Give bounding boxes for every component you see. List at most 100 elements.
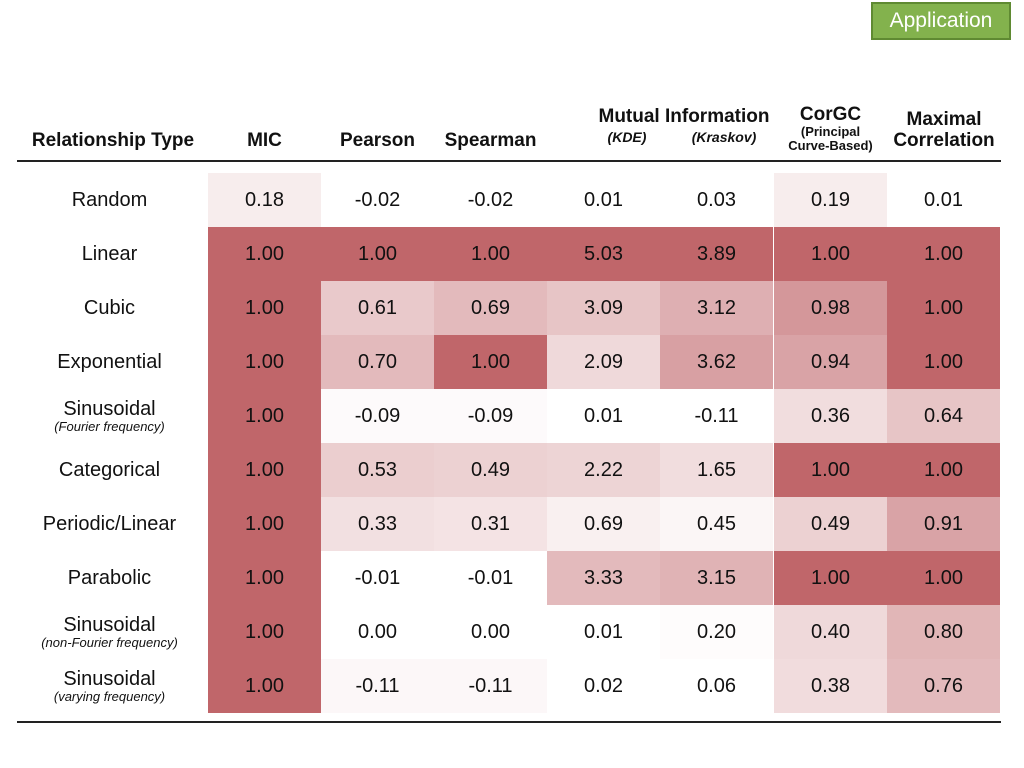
cell-maximal-correlation: 1.00 (887, 335, 1000, 389)
cell-spearman: 0.00 (434, 605, 547, 659)
row-label: Categorical (17, 443, 202, 497)
cell-mi-kde: 5.03 (547, 227, 660, 281)
cell-mic: 1.00 (208, 227, 321, 281)
header-spearman-label: Spearman (444, 130, 537, 151)
header-maximal-correlation: Maximal Correlation (887, 95, 1001, 157)
row-label: Sinusoidal (non-Fourier frequency) (17, 605, 202, 659)
cell-corgc: 0.94 (774, 335, 887, 389)
header-mic: MIC (208, 95, 321, 157)
cell-mi-kde: 0.01 (547, 389, 660, 443)
row-label-main: Linear (81, 242, 138, 265)
table-row: Periodic/Linear 1.00 0.33 0.31 0.69 0.45… (17, 497, 1001, 551)
row-label-main: Sinusoidal (63, 613, 156, 636)
cell-spearman: 0.31 (434, 497, 547, 551)
header-rule (17, 160, 1001, 162)
header-corgc-label: CorGC (799, 104, 862, 125)
cell-corgc: 1.00 (774, 551, 887, 605)
header-pearson-label: Pearson (340, 130, 415, 151)
cell-mi-kde: 0.69 (547, 497, 660, 551)
cell-mic: 1.00 (208, 551, 321, 605)
cell-pearson: -0.11 (321, 659, 434, 713)
cell-corgc: 0.49 (774, 497, 887, 551)
table-row: Random 0.18 -0.02 -0.02 0.01 0.03 0.19 0… (17, 173, 1001, 227)
row-label-main: Periodic/Linear (42, 512, 177, 535)
cell-spearman: 1.00 (434, 335, 547, 389)
cell-spearman: 1.00 (434, 227, 547, 281)
cell-pearson: 0.00 (321, 605, 434, 659)
cell-spearman: -0.11 (434, 659, 547, 713)
cell-corgc: 1.00 (774, 227, 887, 281)
header-corgc: CorGC (Principal Curve-Based) (774, 93, 887, 157)
cell-mic: 1.00 (208, 659, 321, 713)
cell-mic: 1.00 (208, 335, 321, 389)
cell-mi-kde: 0.01 (547, 605, 660, 659)
row-label-main: Categorical (58, 458, 161, 481)
row-label-main: Exponential (57, 350, 162, 373)
row-label-main: Parabolic (67, 566, 152, 589)
cell-mi-kraskov: 0.45 (660, 497, 773, 551)
cell-pearson: -0.02 (321, 173, 434, 227)
cell-spearman: 0.69 (434, 281, 547, 335)
header-maximal-label-2: Correlation (893, 130, 995, 151)
row-label-main: Sinusoidal (63, 667, 156, 690)
row-label-note: (varying frequency) (53, 688, 166, 704)
header-mutual-information: Mutual Information (598, 106, 770, 127)
cell-mi-kde: 2.09 (547, 335, 660, 389)
cell-maximal-correlation: 0.76 (887, 659, 1000, 713)
header-spearman: Spearman (434, 95, 547, 157)
cell-mi-kraskov: 1.65 (660, 443, 773, 497)
cell-spearman: -0.09 (434, 389, 547, 443)
cell-mic: 1.00 (208, 605, 321, 659)
table-row: Linear 1.00 1.00 1.00 5.03 3.89 1.00 1.0… (17, 227, 1001, 281)
row-label: Random (17, 173, 202, 227)
cell-pearson: -0.01 (321, 551, 434, 605)
cell-maximal-correlation: 0.64 (887, 389, 1000, 443)
header-relationship-type: Relationship Type (17, 95, 209, 157)
header-maximal-label-1: Maximal (906, 109, 982, 130)
application-badge: Application (871, 2, 1011, 40)
cell-mi-kde: 0.02 (547, 659, 660, 713)
cell-mi-kraskov: -0.11 (660, 389, 773, 443)
row-label: Cubic (17, 281, 202, 335)
header-corgc-sub1: (Principal (800, 124, 861, 139)
cell-mic: 1.00 (208, 443, 321, 497)
cell-mi-kraskov: 3.62 (660, 335, 773, 389)
row-label: Exponential (17, 335, 202, 389)
cell-pearson: 1.00 (321, 227, 434, 281)
cell-mi-kde: 0.01 (547, 173, 660, 227)
table-row: Exponential 1.00 0.70 1.00 2.09 3.62 0.9… (17, 335, 1001, 389)
header-mic-label: MIC (247, 130, 282, 151)
cell-mic: 1.00 (208, 497, 321, 551)
header-kraskov: (Kraskov) (691, 129, 757, 145)
cell-maximal-correlation: 1.00 (887, 281, 1000, 335)
cell-corgc: 0.98 (774, 281, 887, 335)
cell-pearson: 0.33 (321, 497, 434, 551)
cell-pearson: -0.09 (321, 389, 434, 443)
cell-mi-kde: 3.09 (547, 281, 660, 335)
cell-pearson: 0.61 (321, 281, 434, 335)
cell-mi-kraskov: 0.03 (660, 173, 773, 227)
cell-maximal-correlation: 0.91 (887, 497, 1000, 551)
cell-corgc: 0.19 (774, 173, 887, 227)
cell-mic: 1.00 (208, 389, 321, 443)
cell-spearman: 0.49 (434, 443, 547, 497)
table-row: Sinusoidal (varying frequency) 1.00 -0.1… (17, 659, 1001, 713)
cell-pearson: 0.70 (321, 335, 434, 389)
row-label-note: (Fourier frequency) (54, 418, 165, 434)
cell-spearman: -0.02 (434, 173, 547, 227)
cell-pearson: 0.53 (321, 443, 434, 497)
table-row: Parabolic 1.00 -0.01 -0.01 3.33 3.15 1.0… (17, 551, 1001, 605)
row-label: Periodic/Linear (17, 497, 202, 551)
cell-mi-kraskov: 0.06 (660, 659, 773, 713)
comparison-table: Relationship Type MIC Pearson Spearman M… (17, 0, 1001, 768)
row-label: Linear (17, 227, 202, 281)
cell-mi-kde: 3.33 (547, 551, 660, 605)
cell-maximal-correlation: 1.00 (887, 443, 1000, 497)
row-label: Sinusoidal (Fourier frequency) (17, 389, 202, 443)
cell-corgc: 0.40 (774, 605, 887, 659)
cell-mi-kraskov: 0.20 (660, 605, 773, 659)
cell-mi-kraskov: 3.15 (660, 551, 773, 605)
header-corgc-sub2: Curve-Based) (788, 138, 873, 153)
table-row: Sinusoidal (Fourier frequency) 1.00 -0.0… (17, 389, 1001, 443)
table-row: Categorical 1.00 0.53 0.49 2.22 1.65 1.0… (17, 443, 1001, 497)
